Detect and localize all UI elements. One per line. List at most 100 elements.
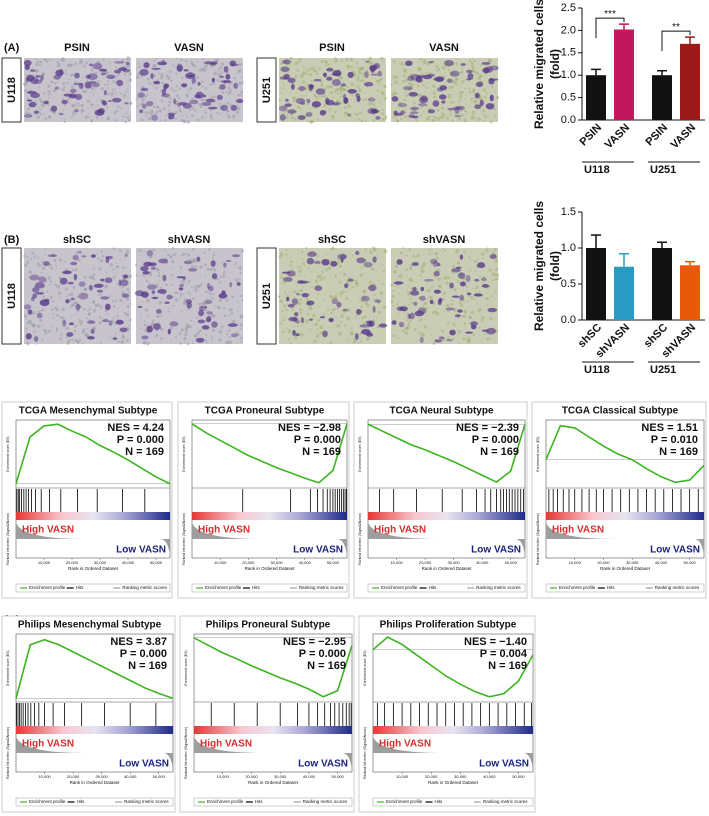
texture	[92, 277, 96, 281]
texture	[358, 111, 362, 115]
texture	[146, 94, 149, 97]
texture	[434, 251, 438, 255]
cell	[487, 307, 497, 313]
texture	[351, 285, 355, 289]
texture	[291, 267, 294, 270]
cell	[114, 61, 125, 64]
texture	[218, 330, 222, 334]
texture	[47, 59, 50, 62]
texture	[211, 296, 215, 300]
cell	[330, 260, 338, 267]
texture	[329, 259, 332, 262]
texture	[485, 249, 489, 253]
texture	[120, 340, 124, 344]
texture	[399, 71, 401, 74]
texture	[160, 73, 164, 77]
plot-box	[177, 401, 350, 599]
texture	[145, 340, 147, 343]
texture	[430, 251, 433, 254]
texture	[36, 312, 39, 315]
cell	[454, 314, 461, 318]
texture	[362, 296, 366, 300]
legend-label: Ranking metric scores	[303, 799, 348, 804]
cell	[283, 276, 293, 283]
heat-strip	[546, 512, 704, 520]
condition-label: shVASN	[423, 234, 466, 246]
texture	[239, 271, 242, 274]
texture	[65, 81, 69, 85]
texture	[473, 260, 477, 264]
texture	[358, 87, 361, 90]
cell	[373, 62, 381, 70]
texture	[190, 319, 193, 322]
texture	[379, 291, 384, 295]
texture	[333, 90, 337, 94]
texture	[317, 334, 319, 336]
texture	[96, 118, 99, 121]
cell	[398, 321, 405, 328]
x-tick-label: 50,000	[150, 560, 163, 565]
texture	[181, 76, 184, 80]
texture	[405, 78, 409, 82]
cell	[63, 93, 72, 97]
cell	[408, 91, 418, 97]
texture	[358, 88, 362, 93]
cell	[451, 268, 461, 273]
texture	[70, 314, 72, 317]
texture	[360, 266, 363, 270]
texture	[404, 98, 407, 101]
bar	[652, 75, 672, 120]
y-axis-label: Relative migrated cells	[532, 201, 546, 331]
texture	[309, 120, 313, 124]
texture	[346, 337, 349, 340]
texture	[357, 66, 359, 69]
texture	[469, 60, 472, 63]
texture	[380, 77, 383, 80]
texture	[140, 327, 142, 330]
texture	[218, 280, 222, 284]
texture	[437, 67, 441, 72]
cell	[370, 65, 375, 73]
cell	[35, 75, 41, 78]
cell	[452, 106, 463, 110]
cell	[301, 293, 309, 298]
texture	[204, 308, 208, 312]
texture	[377, 310, 381, 315]
texture	[279, 92, 282, 94]
texture	[174, 111, 178, 114]
texture	[429, 115, 432, 118]
cell	[366, 332, 373, 337]
cell	[121, 293, 130, 298]
texture	[457, 329, 462, 334]
texture	[145, 297, 149, 301]
x-axis-label: Rank in Ordered Dataset	[600, 566, 651, 571]
texture	[432, 84, 436, 88]
texture	[89, 307, 92, 310]
texture	[414, 118, 418, 122]
frame	[545, 419, 705, 559]
texture	[459, 94, 463, 99]
cell	[407, 313, 411, 319]
texture	[460, 81, 463, 84]
texture	[299, 108, 302, 111]
texture	[394, 80, 398, 85]
texture	[382, 59, 384, 61]
texture	[305, 94, 307, 97]
texture	[347, 308, 351, 312]
frame	[15, 633, 174, 773]
texture	[368, 61, 372, 65]
texture	[435, 256, 439, 260]
cell	[282, 59, 291, 65]
texture	[66, 97, 70, 101]
texture	[289, 260, 294, 264]
texture	[356, 62, 359, 65]
group-label: U118	[584, 164, 610, 176]
texture	[222, 274, 226, 278]
texture	[59, 296, 61, 299]
texture	[450, 303, 454, 306]
texture	[320, 60, 324, 64]
texture	[179, 292, 183, 296]
cell-line-label: U118	[6, 77, 18, 103]
stat: NES = −2.98	[278, 422, 341, 434]
plot-title: Philips Proliferation Subtype	[380, 620, 517, 631]
